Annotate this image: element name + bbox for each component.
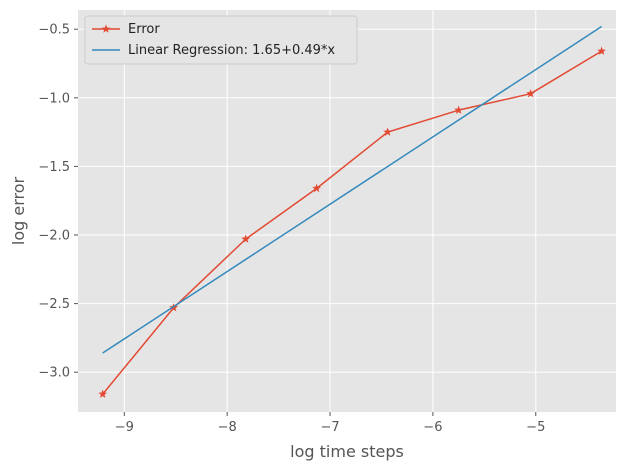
legend: Error Linear Regression: 1.65+0.49*x [84,15,358,65]
x-axis-ticks: −9 −8 −7 −6 −5 [115,412,545,435]
series-line-regression [102,25,603,354]
data-point-error [98,389,108,398]
plot-area-background [78,10,616,412]
data-point-error [383,127,393,136]
x-tick-label: −9 [115,420,134,435]
y-tick-label: −3.0 [38,366,70,381]
y-tick-label: −1.5 [38,160,70,175]
y-axis-label: log error [9,176,28,245]
y-tick-label: −1.0 [38,91,70,106]
y-tick-label: −0.5 [38,23,70,38]
y-tick-label: −2.0 [38,229,70,244]
x-axis-label: log time steps [290,442,404,461]
data-point-error [597,46,606,55]
x-tick-label: −7 [320,420,339,435]
x-tick-label: −6 [423,420,442,435]
data-point-error [241,234,251,243]
x-tick-label: −8 [218,420,237,435]
x-tick-label: −5 [526,420,545,435]
legend-swatch-error-marker [101,24,111,33]
legend-entry-regression: Linear Regression: 1.65+0.49*x [128,43,335,58]
series-layer [98,25,606,398]
y-tick-label: −2.5 [38,297,70,312]
data-point-error [526,89,535,98]
y-axis-ticks: −3.0 −2.5 −2.0 −1.5 −1.0 −0.5 [38,23,78,381]
data-point-error [454,105,463,114]
series-line-error [102,50,602,395]
data-point-error [312,183,322,193]
legend-entry-error: Error [128,22,160,37]
legend-box [84,15,358,65]
